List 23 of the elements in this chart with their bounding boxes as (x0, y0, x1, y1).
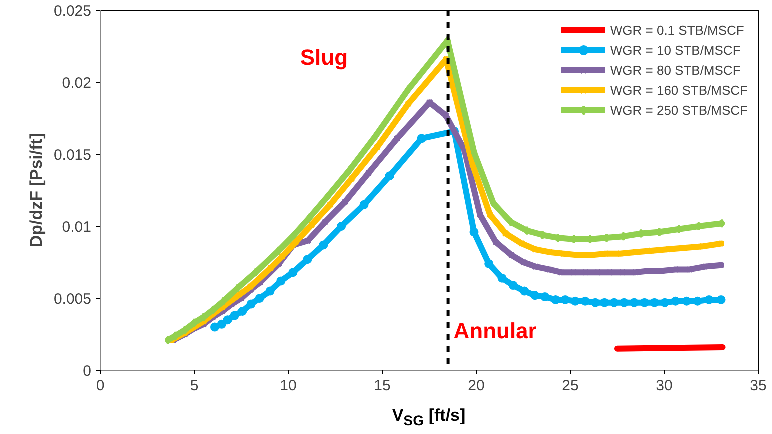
y-tick-label: 0.025 (54, 3, 92, 20)
legend-label: WGR = 10 STB/MSCF (610, 42, 741, 58)
annotation: Slug (300, 44, 348, 70)
x-tick-label: 5 (190, 378, 199, 394)
x-tick-label: 15 (374, 378, 391, 394)
y-tick-label: 0.005 (54, 291, 92, 308)
y-tick-label: 0.01 (62, 219, 92, 236)
y-axis-title: Dp/dzF [Psi/ft] (26, 133, 46, 248)
x-axis-title: V$_{SG}$ [ft/s] (392, 405, 466, 432)
x-tick-label: 20 (468, 378, 485, 394)
x-tick-label: 25 (562, 378, 579, 394)
legend-label: WGR = 160 STB/MSCF (610, 82, 748, 98)
x-tick-label: 35 (750, 378, 767, 394)
legend-label: WGR = 0.1 STB/MSCF (610, 22, 744, 38)
x-tick-label: 0 (96, 378, 105, 394)
y-tick-label: 0.015 (54, 147, 92, 164)
annotation: Annular (454, 318, 538, 344)
y-tick-label: 0 (83, 363, 92, 380)
y-tick-label: 0.02 (62, 75, 92, 92)
legend-label: WGR = 80 STB/MSCF (610, 62, 741, 78)
x-tick-label: 30 (656, 378, 673, 394)
legend-label: WGR = 250 STB/MSCF (610, 102, 748, 118)
x-tick-label: 10 (280, 378, 297, 394)
